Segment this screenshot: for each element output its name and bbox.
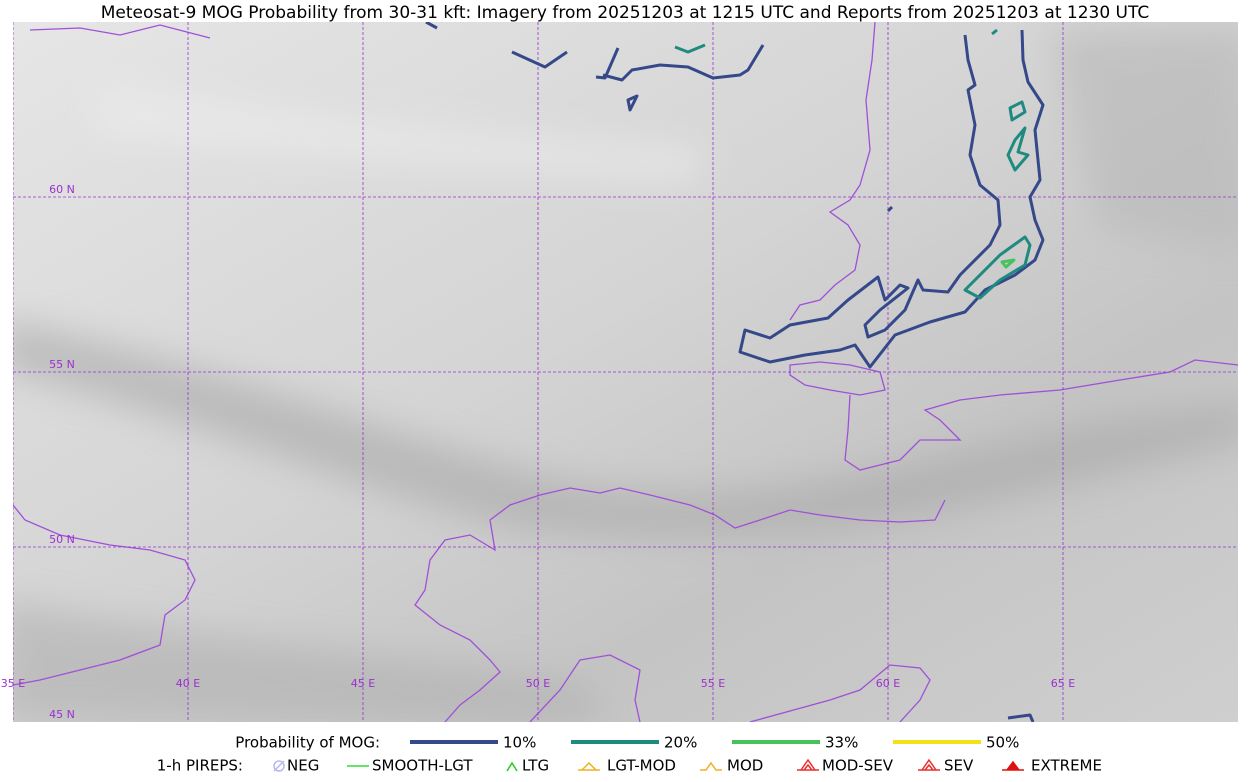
- graticule: [13, 22, 1238, 722]
- legend-icon: [578, 761, 600, 771]
- coastlines: [13, 22, 1238, 722]
- legend-heading: Probability of MOG:: [235, 734, 380, 752]
- lon-label: 45 E: [351, 677, 375, 690]
- legend-label: SEV: [944, 757, 974, 775]
- lon-label: 50 E: [526, 677, 550, 690]
- map-labels: 35 E 40 E 45 E 50 E 55 E 60 E 65 E 60 N 55 N 50 N…: [1, 183, 1075, 721]
- legend-icon: [700, 761, 722, 771]
- legend-label: LGT-MOD: [607, 757, 676, 775]
- contours: [425, 22, 1045, 722]
- legend-label: LTG: [522, 757, 549, 775]
- legend-label: 33%: [825, 734, 858, 752]
- map: [13, 22, 1238, 722]
- legend-label: 20%: [664, 734, 697, 752]
- legend-label: 50%: [986, 734, 1019, 752]
- lat-label: 50 N: [49, 533, 75, 546]
- legend-icon: [273, 760, 285, 772]
- legend-label: SMOOTH-LGT: [372, 757, 473, 775]
- legend: Probability of MOG: 10% 20% 33% 50% 1-h PIREP…: [157, 734, 1102, 775]
- legend-icon: [1002, 760, 1024, 771]
- lon-label: 55 E: [701, 677, 725, 690]
- lat-label: 55 N: [49, 358, 75, 371]
- legend-label: 10%: [503, 734, 536, 752]
- legend-icon: [797, 758, 819, 771]
- legend-label: MOD-SEV: [822, 757, 894, 775]
- lat-label: 45 N: [49, 708, 75, 721]
- legend-icon: [506, 761, 518, 772]
- title: Meteosat-9 MOG Probability from 30-31 kf…: [101, 3, 1150, 23]
- cloud-bands: [13, 30, 1238, 722]
- legend-label: EXTREME: [1031, 757, 1102, 775]
- legend-label: MOD: [727, 757, 763, 775]
- legend-label: NEG: [287, 757, 319, 775]
- lon-label: 65 E: [1051, 677, 1075, 690]
- lon-label: 40 E: [176, 677, 200, 690]
- legend-icon: [273, 760, 285, 772]
- legend-heading: 1-h PIREPS:: [157, 757, 243, 775]
- lat-label: 60 N: [49, 183, 75, 196]
- legend-icon: [918, 758, 940, 771]
- lon-label: 60 E: [876, 677, 900, 690]
- lon-label: 35 E: [1, 677, 25, 690]
